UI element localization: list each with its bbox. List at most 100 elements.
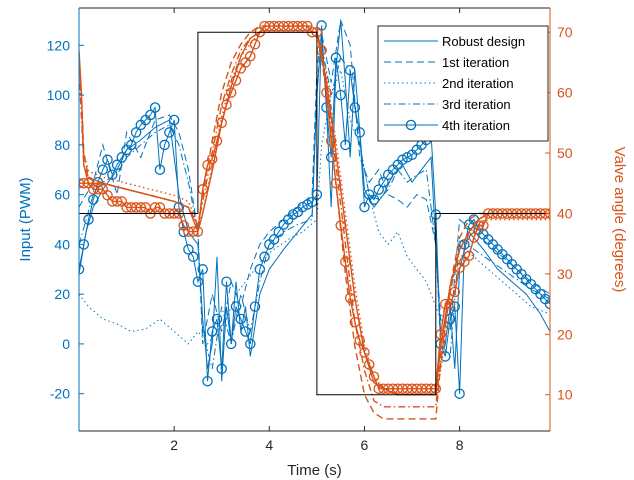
- angle-marker: [245, 51, 256, 62]
- legend: Robust design 1st iteration 2nd iteration 3…: [377, 25, 549, 142]
- angle-marker: [92, 184, 104, 195]
- angle-series-2-line: [79, 25, 550, 420]
- left-y-tick-label: 0: [62, 336, 70, 352]
- legend-label: 2nd iteration: [442, 76, 514, 91]
- angle-marker: [444, 298, 456, 310]
- input-marker: [249, 301, 261, 312]
- x-tick-label: 4: [265, 437, 273, 453]
- x-tick-label: 2: [170, 437, 178, 453]
- left-y-tick-label: -20: [50, 386, 70, 402]
- left-y-tick-label: 100: [47, 87, 71, 103]
- input-marker: [154, 164, 166, 175]
- left-y-tick-label: 60: [54, 187, 70, 203]
- angle-marker: [335, 220, 346, 231]
- left-y-tick-label: 20: [54, 286, 70, 302]
- input-marker: [221, 276, 232, 287]
- legend-label: 4th iteration: [442, 118, 510, 133]
- x-axis-label: Time (s): [287, 462, 341, 479]
- angle-marker: [340, 256, 351, 268]
- angle-marker: [359, 347, 370, 358]
- angle-marker: [463, 250, 475, 262]
- legend-box: [377, 25, 549, 142]
- angle-marker: [363, 359, 375, 370]
- input-marker: [211, 313, 223, 325]
- series-layer: [79, 18, 550, 420]
- left-y-axis-label: Input (PWM): [17, 177, 34, 261]
- angle-marker: [225, 87, 237, 98]
- input-marker: [107, 169, 118, 180]
- angle-marker: [297, 20, 308, 32]
- input-marker: [259, 251, 270, 263]
- angle-marker: [368, 371, 380, 382]
- input-marker: [254, 264, 266, 275]
- left-y-tick-label: 40: [54, 236, 70, 252]
- right-y-tick-label: 40: [557, 205, 573, 221]
- x-tick-label: 8: [456, 437, 464, 453]
- legend-marker: [405, 119, 417, 131]
- angle-marker: [111, 196, 123, 207]
- input-marker: [145, 109, 156, 121]
- input-marker: [111, 159, 123, 171]
- input-marker: [130, 127, 142, 138]
- left-y-tick-label: 80: [54, 137, 70, 153]
- legend-label: Robust design: [442, 34, 525, 49]
- input-marker: [321, 102, 332, 113]
- input-marker: [102, 154, 113, 166]
- input-marker: [197, 264, 208, 275]
- angle-marker: [135, 202, 147, 213]
- input-marker: [159, 139, 170, 151]
- right-y-tick-label: 20: [557, 326, 573, 342]
- input-marker: [240, 326, 251, 337]
- angle-marker: [349, 316, 361, 328]
- right-y-tick-label: 10: [557, 387, 573, 403]
- input-marker: [268, 234, 280, 245]
- input-marker: [349, 102, 361, 113]
- angle-marker: [330, 177, 342, 189]
- input-marker: [183, 244, 194, 255]
- input-marker: [378, 176, 389, 188]
- angle-marker: [468, 232, 480, 243]
- input-marker: [126, 139, 137, 151]
- axes-group: 2 4 6 8 -20 0 20 40 60 80 100 120 10 20 30 40 50 60 70: [47, 7, 573, 453]
- input-marker: [373, 184, 384, 195]
- angle-marker: [449, 286, 461, 298]
- input-marker: [202, 375, 213, 387]
- angle-marker: [321, 87, 332, 98]
- input-marker: [187, 251, 199, 263]
- input-marker: [149, 102, 161, 113]
- input-marker: [454, 388, 465, 399]
- right-y-tick-label: 50: [557, 145, 573, 161]
- input-marker: [192, 276, 204, 287]
- input-marker: [225, 338, 237, 350]
- input-marker: [335, 89, 346, 101]
- left-y-tick-label: 120: [47, 37, 71, 53]
- angle-marker: [440, 298, 451, 310]
- input-marker: [245, 338, 256, 350]
- input-marker: [368, 194, 380, 205]
- angle-marker: [325, 135, 337, 147]
- legend-label: 3rd iteration: [442, 97, 511, 112]
- input-marker: [230, 301, 242, 312]
- input-marker: [88, 194, 99, 205]
- input-marker: [354, 127, 365, 138]
- angle-marker: [473, 220, 484, 231]
- angle-marker: [192, 226, 204, 237]
- right-y-tick-label: 30: [557, 266, 573, 282]
- angle-marker: [149, 202, 161, 213]
- angle-marker: [478, 220, 489, 231]
- input-marker: [206, 326, 218, 337]
- input-series-4-line: [79, 45, 550, 369]
- angle-marker: [230, 75, 242, 86]
- angle-marker: [211, 135, 223, 147]
- input-marker: [97, 164, 109, 175]
- legend-label: 1st iteration: [442, 55, 509, 70]
- x-tick-label: 6: [361, 437, 369, 453]
- angle-marker: [354, 335, 365, 346]
- angle-marker: [344, 292, 356, 304]
- input-marker: [216, 363, 227, 375]
- input-marker: [330, 52, 342, 64]
- right-y-tick-label: 60: [557, 85, 573, 101]
- input-marker: [273, 226, 285, 238]
- input-marker: [340, 139, 351, 151]
